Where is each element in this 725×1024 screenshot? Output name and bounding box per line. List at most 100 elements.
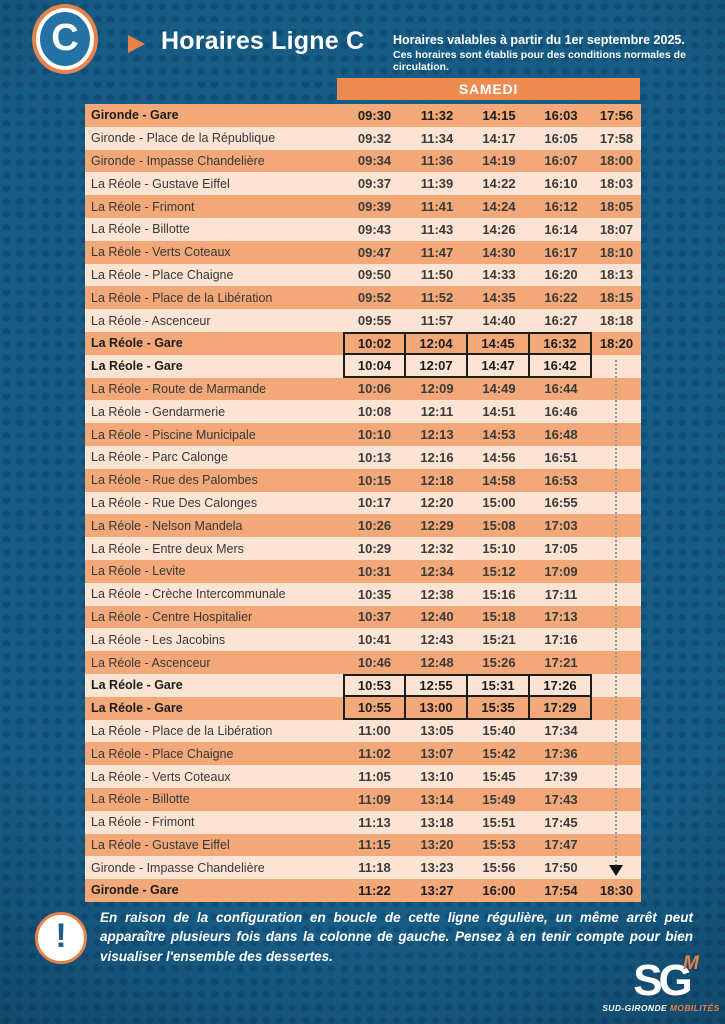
time-cell: 10:08 <box>357 404 392 420</box>
time-cell: 11:41 <box>420 199 454 215</box>
time-cell: 15:42 <box>482 746 516 762</box>
table-row: La Réole - Ascenceur 10:46 12:48 15:26 17:21 <box>85 651 641 674</box>
table-row: La Réole - Place de la Libération 11:00 13… <box>85 719 641 743</box>
time-cell: 14:15 <box>482 107 516 123</box>
time-cell: 15:45 <box>482 769 516 784</box>
time-cell: 15:08 <box>482 518 516 534</box>
time-cell: 14:56 <box>482 449 516 465</box>
table-row: La Réole - Parc Calonge 10:13 12:16 14:56 16… <box>85 445 641 469</box>
time-cell: 12:11 <box>420 404 454 420</box>
time-cell: 11:05 <box>358 769 391 784</box>
time-cell: 12:48 <box>420 655 454 671</box>
time-cell: 10:10 <box>357 427 392 443</box>
time-cell: 15:26 <box>482 655 516 671</box>
time-cell: 16:53 <box>544 472 578 488</box>
table-row: La Réole - Ascenceur 09:55 11:57 14:40 16:27… <box>85 309 641 332</box>
time-cell: 16:46 <box>544 404 578 420</box>
stop-name: La Réole - Gare <box>91 701 183 716</box>
time-cell: 16:17 <box>544 244 578 260</box>
time-cell: 12:16 <box>420 449 454 465</box>
table-row: La Réole - Gustave Eiffel 09:37 11:39 14:22… <box>85 172 641 196</box>
time-cell: 12:07 <box>406 354 468 378</box>
stop-name: Gironde - Place de la République <box>91 131 276 146</box>
time-cell: 17:13 <box>544 609 578 625</box>
time-cell: 10:29 <box>357 541 392 557</box>
time-cell: 16:44 <box>544 381 578 397</box>
time-cell: 15:21 <box>482 632 516 648</box>
stop-name: La Réole - Route de Marmande <box>91 381 267 396</box>
time-cell: 18:20 <box>599 335 634 351</box>
time-cell: 15:16 <box>482 586 516 602</box>
time-cell: 14:26 <box>482 221 516 237</box>
time-cell: 11:39 <box>420 176 454 192</box>
table-row: La Réole - Frimont 11:13 13:18 15:51 17:45 <box>85 810 641 834</box>
table-row: Gironde - Impasse Chandelière 11:18 13:23 1… <box>85 856 641 880</box>
table-row: Gironde - Place de la République 09:32 11:… <box>85 126 641 150</box>
table-row: La Réole - Crèche Intercommunale 10:35 12:… <box>85 582 641 606</box>
table-row: Gironde - Impasse Chandelière 09:34 11:36 1… <box>85 149 641 173</box>
time-cell: 09:55 <box>357 313 392 329</box>
time-cell: 18:13 <box>599 267 634 283</box>
time-cell: 12:04 <box>406 331 468 355</box>
time-cell: 16:32 <box>530 331 592 355</box>
stop-name: La Réole - Gare <box>91 359 183 374</box>
stop-name: La Réole - Crèche Intercommunale <box>91 587 286 602</box>
stop-name: La Réole - Les Jacobins <box>91 632 226 647</box>
time-cell: 11:32 <box>420 107 454 123</box>
play-arrow-icon <box>128 35 145 53</box>
stop-name: La Réole - Levite <box>91 564 186 579</box>
time-cell: 16:55 <box>544 495 578 511</box>
page-title: Horaires Ligne C <box>161 27 365 55</box>
time-cell: 17:54 <box>544 882 578 898</box>
table-row: La Réole - Place Chaigne 09:50 11:50 14:33 1… <box>85 263 641 287</box>
stop-name: La Réole - Nelson Mandela <box>91 518 243 533</box>
time-cell: 10:41 <box>357 632 392 648</box>
table-row: La Réole - Gare 10:55 13:00 15:35 17:29 <box>85 696 641 720</box>
stop-name: Gironde - Impasse Chandelière <box>91 860 265 875</box>
time-cell: 10:13 <box>357 449 392 465</box>
time-cell: 17:05 <box>544 541 578 557</box>
time-cell: 12:18 <box>420 472 454 488</box>
timetable: Gironde - Gare 09:30 11:32 14:15 16:03 17:56 G… <box>85 104 641 902</box>
time-cell: 16:10 <box>544 176 578 192</box>
time-cell: 14:45 <box>468 331 530 355</box>
time-cell: 17:43 <box>544 791 578 807</box>
stop-name: La Réole - Billotte <box>91 792 190 807</box>
table-row: La Réole - Rue Des Calonges 10:17 12:20 15:… <box>85 491 641 515</box>
table-row: La Réole - Piscine Municipale 10:10 12:13 1… <box>85 423 641 446</box>
time-cell: 11:57 <box>420 313 454 329</box>
time-cell: 11:15 <box>358 837 391 853</box>
time-cell: 09:47 <box>357 244 392 260</box>
time-cell: 14:40 <box>482 313 516 329</box>
stop-name: La Réole - Frimont <box>91 199 195 214</box>
table-row: La Réole - Les Jacobins 10:41 12:43 15:21 17… <box>85 628 641 652</box>
time-cell: 15:10 <box>482 541 516 557</box>
stop-name: Gironde - Impasse Chandelière <box>91 153 265 168</box>
stop-name: La Réole - Verts Coteaux <box>91 769 231 784</box>
time-cell: 12:43 <box>420 632 454 648</box>
time-cell: 12:38 <box>420 586 454 602</box>
time-cell: 10:15 <box>357 472 392 488</box>
time-cell: 10:46 <box>357 655 392 671</box>
time-cell: 16:03 <box>544 107 578 123</box>
validity-line1: Horaires valables à partir du 1er septem… <box>393 33 685 47</box>
time-cell: 11:50 <box>420 267 454 283</box>
day-header: SAMEDI <box>337 78 640 100</box>
time-cell: 11:34 <box>420 130 454 146</box>
time-cell: 15:53 <box>482 837 516 853</box>
time-cell: 14:58 <box>482 472 516 488</box>
time-cell: 13:10 <box>420 769 454 784</box>
stop-name: La Réole - Billotte <box>91 222 190 237</box>
table-row: La Réole - Verts Coteaux 11:05 13:10 15:45 1… <box>85 765 641 788</box>
time-cell: 15:49 <box>482 791 516 807</box>
time-cell: 15:18 <box>482 609 516 625</box>
time-cell: 13:14 <box>420 791 454 807</box>
time-cell: 13:00 <box>406 696 468 720</box>
stop-name: La Réole - Gare <box>91 678 183 693</box>
time-cell: 16:05 <box>544 130 578 146</box>
time-cell: 12:55 <box>406 673 468 697</box>
time-cell: 10:55 <box>343 696 406 720</box>
stop-name: La Réole - Place de la Libération <box>91 290 273 305</box>
time-cell: 13:07 <box>420 746 454 762</box>
